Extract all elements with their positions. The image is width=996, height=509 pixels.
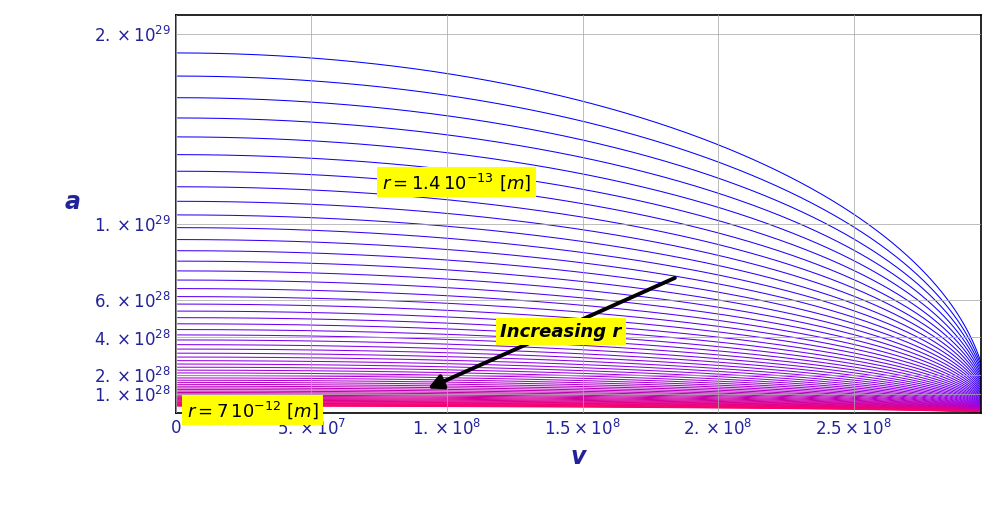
Text: $r = 7\,10^{-12}\ [m]$: $r = 7\,10^{-12}\ [m]$ (187, 399, 319, 421)
Text: $r = 1.4\,10^{-13}\ [m]$: $r = 1.4\,10^{-13}\ [m]$ (381, 171, 531, 193)
Y-axis label: a: a (65, 190, 81, 214)
X-axis label: v: v (571, 444, 586, 469)
Text: Increasing r: Increasing r (500, 323, 622, 341)
